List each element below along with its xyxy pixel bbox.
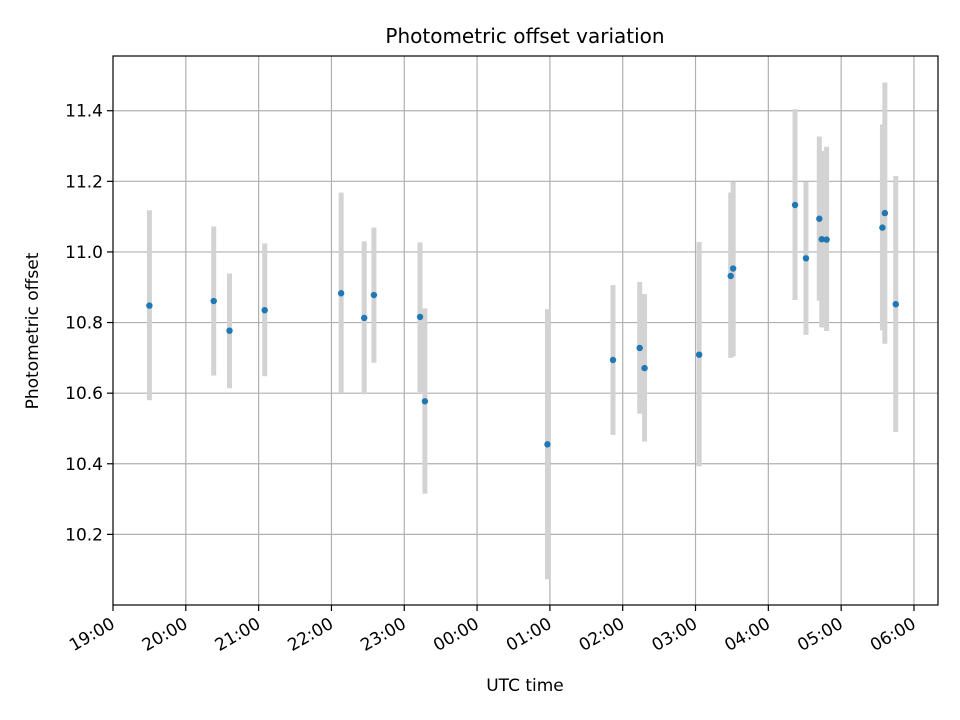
- data-point: [727, 272, 734, 280]
- y-tick-label: 11.2: [65, 172, 103, 192]
- data-point: [636, 344, 643, 352]
- x-axis-label: UTC time: [486, 676, 564, 696]
- plot-frame: [112, 55, 939, 606]
- y-tick-label: 10.8: [65, 314, 103, 334]
- y-axis-label: Photometric offset: [23, 252, 43, 409]
- y-axis: 10.2 10.4 10.6 10.8 11.0 11.2 11.4: [65, 102, 113, 545]
- data-point: [641, 364, 648, 372]
- data-point: [791, 201, 799, 209]
- data-point: [879, 224, 886, 231]
- data-point: [544, 441, 551, 448]
- grid: [113, 56, 938, 605]
- data-point: [416, 313, 424, 321]
- data-point: [802, 255, 810, 262]
- data-point: [261, 306, 268, 314]
- data-point: [421, 398, 429, 405]
- data-points: [146, 201, 899, 448]
- data-point: [823, 236, 830, 243]
- data-point: [226, 327, 233, 334]
- y-tick-label: 11.4: [65, 102, 103, 122]
- data-point: [146, 302, 153, 309]
- data-point: [361, 314, 368, 322]
- data-point: [729, 265, 737, 272]
- data-point: [881, 209, 889, 217]
- data-point: [609, 356, 617, 364]
- chart-title: Photometric offset variation: [385, 24, 664, 48]
- data-point: [892, 300, 899, 308]
- y-tick-label: 10.4: [65, 455, 103, 475]
- data-point: [210, 297, 217, 305]
- y-tick-label: 11.0: [65, 243, 103, 263]
- y-tick-label: 10.6: [65, 384, 103, 404]
- data-point: [337, 290, 345, 297]
- data-point: [818, 236, 825, 243]
- data-point: [695, 351, 703, 358]
- y-tick-label: 10.2: [65, 525, 103, 545]
- data-point: [370, 291, 378, 299]
- data-point: [816, 215, 823, 222]
